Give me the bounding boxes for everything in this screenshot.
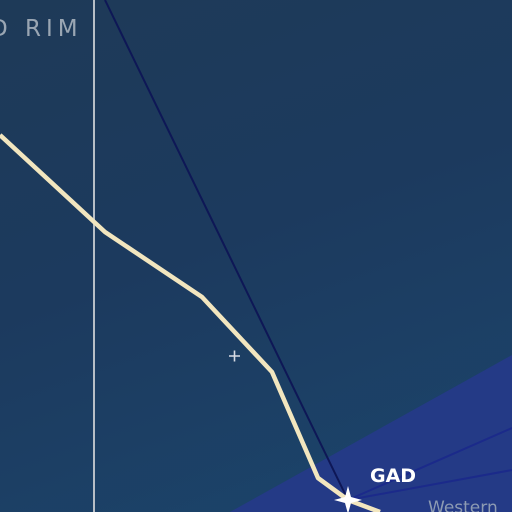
fix-star-icon[interactable] (334, 486, 362, 512)
airway-line-east-1 (347, 427, 512, 501)
route-line (0, 133, 381, 512)
airway-line-north (104, 0, 349, 501)
crosshair-icon (229, 350, 240, 362)
area-label: D RIM (0, 16, 83, 42)
region-label: Western (428, 498, 498, 512)
airspace-region (230, 355, 512, 512)
airway-line-east-2 (347, 469, 512, 501)
fix-label[interactable]: GAD (370, 465, 417, 487)
